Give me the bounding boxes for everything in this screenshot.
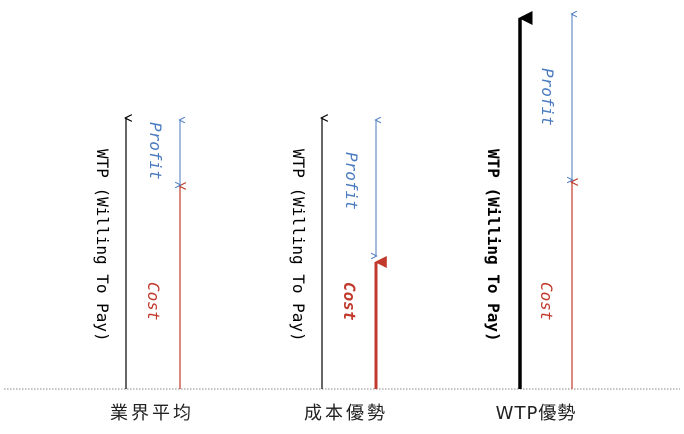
group-wtp-advantage: WTP (Willing To Pay) Cost Profit WTP優勢 xyxy=(484,14,576,424)
profit-label: Profit xyxy=(342,152,361,210)
wtp-label: WTP (Willing To Pay) xyxy=(93,149,112,342)
wtp-label: WTP (Willing To Pay) xyxy=(289,149,308,342)
group-label: 業界平均 xyxy=(110,403,194,424)
group-label: WTP優勢 xyxy=(496,403,577,424)
group-industry-average: WTP (Willing To Pay) Cost Profit 業界平均 xyxy=(93,118,194,424)
cost-label: Cost xyxy=(340,282,359,321)
cost-label: Cost xyxy=(537,282,556,321)
wtp-label: WTP (Willing To Pay) xyxy=(484,149,503,342)
cost-label: Cost xyxy=(144,282,163,321)
profit-label: Profit xyxy=(146,122,165,180)
group-label: 成本優勢 xyxy=(304,403,388,424)
group-cost-advantage: WTP (Willing To Pay) Cost Profit 成本優勢 xyxy=(289,118,388,424)
profit-label: Profit xyxy=(538,68,557,126)
